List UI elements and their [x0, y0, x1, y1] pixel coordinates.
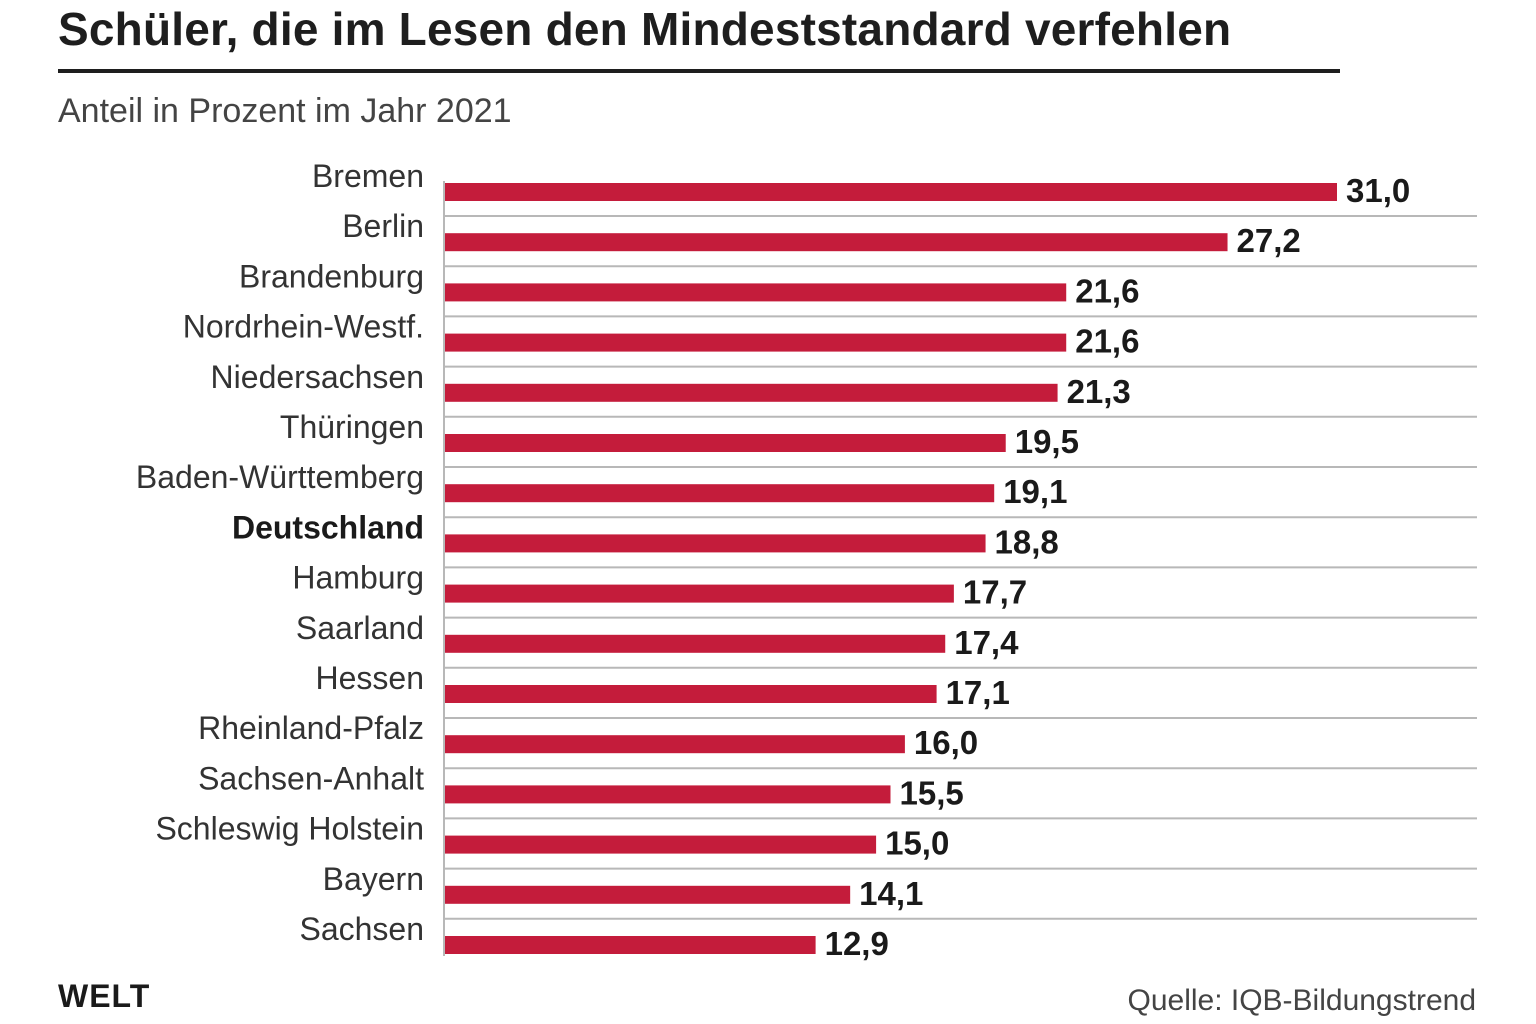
category-label: Deutschland	[232, 509, 424, 545]
value-label: 21,6	[1075, 272, 1139, 309]
bar	[444, 785, 891, 804]
grid-lines	[444, 215, 1477, 920]
value-label: 15,5	[900, 774, 964, 811]
category-label: Thüringen	[280, 409, 424, 445]
value-label: 15,0	[885, 825, 949, 862]
bar	[444, 233, 1228, 252]
value-label: 21,6	[1075, 323, 1139, 360]
welt-logo: WELT	[58, 978, 151, 1014]
bar	[444, 383, 1058, 402]
bar	[444, 183, 1337, 201]
value-label: 17,4	[954, 624, 1019, 661]
value-label: 16,0	[914, 724, 978, 761]
category-labels: Bremen Berlin Brandenburg Nordrhein-Westf. N…	[136, 158, 424, 947]
category-label: Rheinland-Pfalz	[198, 710, 424, 746]
value-label: 17,1	[946, 674, 1010, 711]
value-label: 19,1	[1003, 473, 1067, 510]
bar	[444, 835, 877, 854]
category-label: Hamburg	[292, 560, 424, 596]
value-label: 19,5	[1015, 423, 1079, 460]
category-label: Berlin	[342, 208, 424, 244]
bars	[444, 183, 1337, 954]
category-label: Brandenburg	[239, 258, 424, 294]
value-label: 17,7	[963, 574, 1027, 611]
bar	[444, 534, 986, 553]
bar	[444, 283, 1067, 302]
source-note: Quelle: IQB-Bildungstrend	[1127, 984, 1476, 1017]
bar	[444, 484, 995, 503]
bar	[444, 936, 816, 954]
category-label: Bayern	[323, 861, 424, 897]
category-label: Hessen	[316, 660, 425, 696]
category-label: Sachsen	[299, 911, 424, 947]
value-label: 14,1	[859, 875, 923, 912]
value-label: 21,3	[1067, 373, 1131, 410]
bar	[444, 634, 946, 653]
chart-title: Schüler, die im Lesen den Mindeststandar…	[58, 3, 1232, 55]
category-label: Bremen	[312, 158, 424, 194]
category-label: Schleswig Holstein	[155, 811, 424, 847]
value-label: 31,0	[1346, 172, 1410, 209]
bar	[444, 885, 851, 904]
bar	[444, 685, 937, 703]
bar	[444, 735, 905, 754]
chart-subtitle: Anteil in Prozent im Jahr 2021	[58, 92, 512, 130]
bar	[444, 434, 1006, 452]
category-label: Nordrhein-Westf.	[183, 309, 424, 345]
category-label: Baden-Württemberg	[136, 459, 424, 495]
title-rule	[58, 69, 1340, 73]
category-label: Sachsen-Anhalt	[198, 760, 424, 796]
value-labels: 31,0 27,2 21,6 21,6 21,3 19,5 19,1 18,8 17,7 17,4…	[825, 172, 1411, 962]
value-label: 27,2	[1237, 222, 1301, 259]
bar	[444, 333, 1067, 352]
category-label: Saarland	[296, 610, 424, 646]
value-label: 18,8	[995, 523, 1059, 560]
value-label: 12,9	[825, 925, 889, 962]
bar	[444, 584, 954, 603]
category-label: Niedersachsen	[211, 359, 424, 395]
